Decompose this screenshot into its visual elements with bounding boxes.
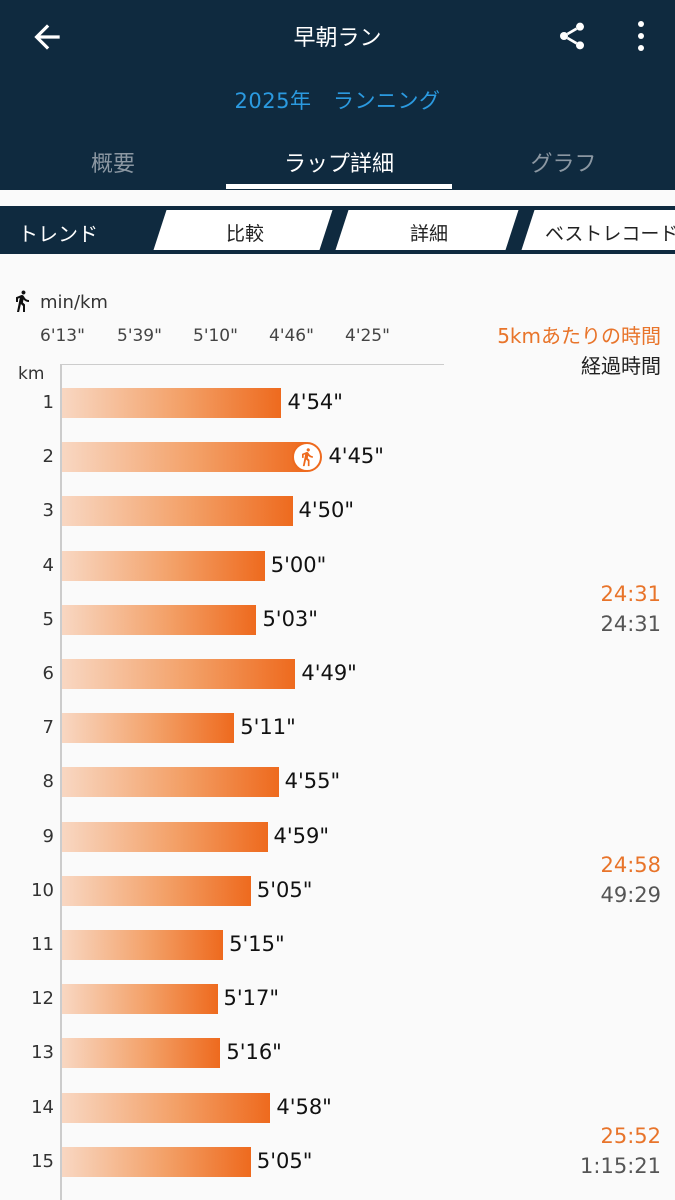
lap-bar[interactable] [62, 984, 218, 1015]
app-header [0, 0, 675, 190]
runner-icon [16, 290, 29, 312]
active-tab-indicator [226, 184, 452, 189]
legend-elapsed-time: 経過時間 [581, 354, 661, 378]
lap-pace-label: 4'49" [301, 661, 357, 685]
lap-bar[interactable] [62, 388, 282, 418]
lap-number: 13 [31, 1042, 54, 1064]
axis-tick: 6'13" [40, 326, 85, 346]
lap-pace-label: 4'55" [284, 769, 341, 794]
lap-bar[interactable] [62, 875, 251, 906]
best-lap-runner-icon [292, 442, 323, 473]
lap-bar[interactable] [62, 713, 235, 744]
tab-lap-details[interactable]: ラップ詳細 [283, 152, 394, 177]
axis-tick: 5'39" [117, 326, 162, 346]
lap-pace-label: 5'15" [229, 932, 285, 956]
legend-split-time: 5kmあたりの時間 [497, 324, 661, 348]
lap-number: 3 [42, 500, 54, 522]
lap-pace-label: 5'05" [256, 877, 313, 902]
lap-bar[interactable] [62, 550, 265, 581]
lap-number: 12 [31, 988, 54, 1010]
segment-best-record[interactable]: ベストレコード [545, 223, 675, 245]
pace-unit-label: min/km [40, 292, 108, 313]
lap-bar[interactable] [62, 442, 307, 473]
lap-number: 2 [42, 446, 54, 468]
km-axis-label: km [18, 364, 45, 384]
elapsed-time: 49:29 [600, 882, 661, 907]
y-axis-line [60, 364, 62, 1200]
lap-pace-label: 4'59" [273, 823, 330, 848]
tab-overview[interactable]: 概要 [90, 152, 135, 177]
lap-bar[interactable] [62, 767, 279, 798]
axis-tick: 5'10" [193, 326, 238, 346]
split-time: 25:52 [600, 1123, 661, 1148]
lap-bar[interactable] [62, 821, 268, 852]
lap-bar[interactable] [62, 1146, 251, 1177]
lap-bar[interactable] [62, 930, 224, 960]
lap-pace-label: 5'00" [270, 552, 327, 577]
lap-number: 11 [31, 934, 54, 955]
lap-pace-label: 4'58" [276, 1094, 332, 1119]
axis-tick: 4'46" [269, 326, 314, 346]
lap-number: 9 [42, 825, 54, 847]
lap-bar[interactable] [62, 1092, 271, 1123]
lap-number: 1 [42, 392, 54, 413]
lap-pace-label: 4'54" [287, 390, 343, 414]
elapsed-time: 24:31 [600, 611, 661, 636]
elapsed-time: 1:15:21 [580, 1153, 661, 1178]
axis-tick: 4'25" [345, 326, 390, 346]
lap-pace-label: 5'17" [223, 986, 280, 1011]
lap-number: 7 [42, 717, 54, 739]
tab-graph[interactable]: グラフ [530, 152, 597, 177]
lap-pace-label: 5'16" [226, 1040, 282, 1065]
lap-number: 6 [42, 663, 54, 684]
split-time: 24:58 [600, 852, 661, 877]
x-axis-line [60, 364, 444, 365]
segment-trend[interactable]: トレンド [18, 222, 98, 246]
lap-number: 4 [42, 554, 54, 576]
lap-bar[interactable] [62, 496, 293, 527]
share-icon[interactable] [556, 20, 588, 52]
lap-bar[interactable] [62, 1038, 221, 1069]
lap-number: 5 [42, 608, 54, 630]
lap-bar[interactable] [62, 659, 296, 689]
split-time: 24:31 [600, 581, 661, 606]
page-title: 早朝ラン [293, 26, 382, 51]
activity-subtitle: 2025年 ランニング [234, 89, 441, 113]
lap-number: 10 [31, 879, 54, 901]
lap-number: 8 [42, 771, 54, 793]
lap-pace-label: 5'05" [256, 1148, 313, 1173]
segment-detail[interactable]: 詳細 [410, 223, 449, 245]
lap-bar[interactable] [62, 604, 257, 635]
lap-pace-label: 4'50" [298, 498, 355, 523]
arrow-left-icon[interactable] [28, 18, 66, 56]
lap-pace-label: 5'11" [240, 715, 296, 740]
lap-number: 14 [31, 1096, 54, 1118]
more-vertical-icon[interactable] [628, 18, 654, 54]
lap-pace-label: 5'03" [262, 606, 318, 631]
lap-pace-label: 4'45" [328, 444, 384, 469]
lap-number: 15 [31, 1150, 54, 1172]
segment-compare[interactable]: 比較 [226, 223, 265, 245]
